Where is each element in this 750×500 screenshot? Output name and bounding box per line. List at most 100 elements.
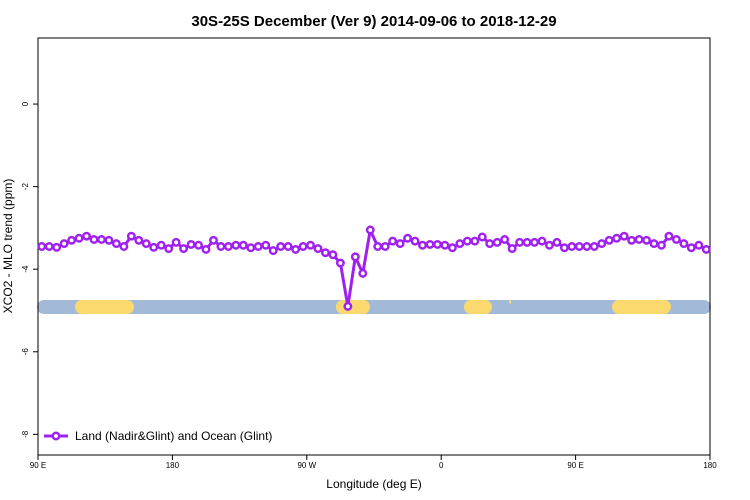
data-point	[313, 244, 323, 254]
data-point	[126, 231, 136, 241]
data-point	[642, 235, 651, 245]
data-point	[268, 246, 278, 256]
y-tick-label: -6	[21, 348, 30, 356]
data-point	[194, 240, 203, 250]
x-tick-label: 90 E	[30, 461, 46, 470]
data-point	[253, 242, 263, 251]
data-point	[365, 225, 375, 235]
data-point	[335, 258, 345, 268]
data-point	[164, 244, 174, 254]
data-point	[238, 240, 248, 250]
data-point	[328, 250, 338, 260]
data-point	[111, 239, 121, 249]
data-point	[462, 236, 472, 246]
data-point	[89, 235, 99, 244]
land-ocean-band	[37, 300, 711, 314]
data-point	[223, 242, 233, 251]
data-point	[634, 235, 644, 244]
data-point	[537, 236, 547, 246]
data-point	[119, 242, 129, 251]
data-point	[492, 237, 502, 247]
data-point	[418, 240, 427, 250]
data-point	[433, 239, 442, 249]
y-tick-label: -4	[21, 265, 30, 273]
data-point	[149, 242, 159, 252]
data-point	[589, 242, 599, 251]
data-point	[179, 244, 189, 254]
data-point	[380, 242, 390, 251]
chart-title: 30S-25S December (Ver 9) 2014-09-06 to 2…	[191, 13, 556, 30]
data-point	[425, 239, 435, 249]
data-point	[298, 242, 308, 251]
data-point	[209, 235, 218, 245]
x-tick-label: 90 E	[567, 461, 583, 470]
data-point	[186, 239, 196, 249]
data-point	[627, 235, 637, 245]
data-point	[552, 237, 562, 247]
data-point	[201, 244, 211, 254]
legend-label: Land (Nadir&Glint) and Ocean (Glint)	[75, 429, 272, 443]
data-point	[358, 268, 368, 278]
data-point	[619, 231, 629, 241]
data-point	[477, 232, 487, 242]
data-point	[291, 244, 301, 254]
data-point	[679, 239, 689, 249]
data-point	[522, 237, 532, 247]
x-tick-label: 0	[439, 461, 444, 470]
data-point	[582, 242, 592, 251]
data-point	[612, 233, 622, 243]
data-point	[59, 239, 69, 249]
y-tick-label: 0	[21, 101, 30, 106]
data-point	[171, 237, 181, 247]
data-point	[470, 236, 480, 246]
data-point	[156, 240, 166, 250]
data-point	[455, 239, 465, 249]
data-point	[97, 235, 106, 244]
data-point	[574, 242, 584, 251]
data-point	[657, 240, 666, 250]
data-point	[321, 248, 330, 258]
data-point	[74, 233, 84, 243]
data-point	[604, 235, 614, 245]
data-point	[67, 235, 77, 245]
data-point	[283, 242, 293, 251]
x-axis-label: Longitude (deg E)	[326, 477, 421, 491]
x-tick-label: 90 W	[297, 461, 316, 470]
data-point	[52, 242, 62, 252]
data-point	[530, 237, 539, 247]
data-point	[82, 231, 91, 241]
data-point	[649, 239, 659, 249]
data-point	[701, 244, 711, 254]
y-axis-label: XCO2 - MLO trend (ppm)	[1, 179, 15, 314]
data-point	[246, 243, 256, 253]
data-point	[485, 239, 495, 249]
data-point	[440, 240, 450, 250]
data-point	[306, 240, 315, 250]
data-point	[664, 231, 674, 241]
data-point	[276, 242, 286, 251]
data-point	[37, 242, 47, 251]
data-point	[44, 242, 54, 251]
data-point	[231, 240, 241, 250]
data-point	[567, 242, 577, 251]
data-point	[395, 239, 405, 249]
data-point	[559, 243, 569, 253]
y-tick-label: -2	[21, 183, 30, 191]
legend-marker	[51, 431, 61, 441]
data-point	[141, 239, 151, 249]
data-point	[403, 233, 413, 243]
data-point	[694, 240, 704, 250]
x-tick-label: 180	[166, 461, 180, 470]
data-point	[500, 235, 510, 244]
data-point	[410, 236, 420, 246]
data-point	[134, 235, 144, 245]
data-point	[261, 240, 271, 250]
x-tick-label: 180	[703, 461, 717, 470]
y-tick-label: -8	[21, 430, 30, 438]
data-point	[216, 242, 226, 251]
data-point	[343, 301, 353, 311]
data-point	[597, 239, 607, 249]
data-point	[515, 237, 525, 247]
